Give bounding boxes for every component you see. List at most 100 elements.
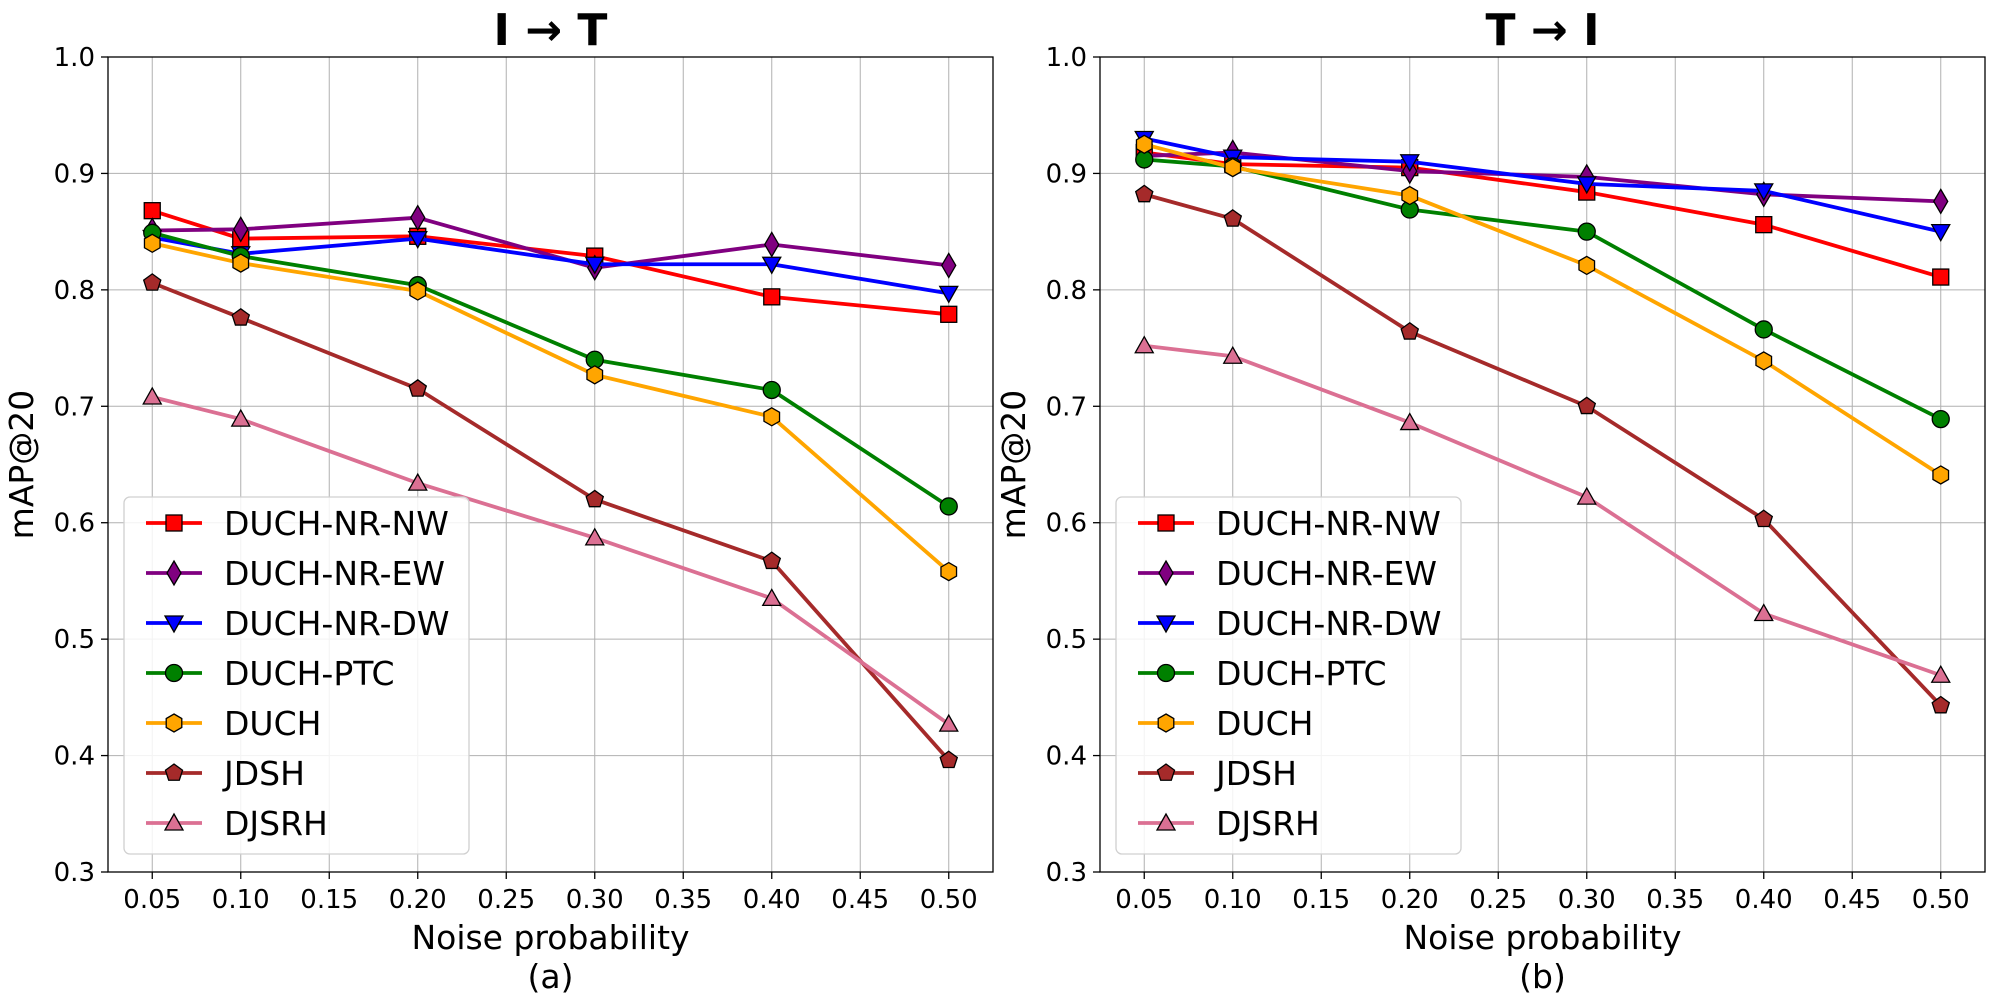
legend-marker <box>166 559 182 587</box>
data-point <box>143 202 161 220</box>
y-axis-label: mAP@20 <box>994 390 1033 540</box>
legend-item: DJSRH <box>146 804 328 843</box>
legend-item: DJSRH <box>1138 804 1320 843</box>
panel-caption: (b) <box>1519 957 1566 996</box>
legend-marker <box>165 514 183 532</box>
y-tick-label: 0.5 <box>1046 625 1087 655</box>
x-axis-label: Noise probability <box>1403 918 1681 957</box>
data-point <box>1930 223 1951 242</box>
series-line <box>1144 343 1942 678</box>
data-point <box>1400 321 1420 340</box>
x-tick-label: 0.30 <box>566 885 624 915</box>
legend-marker <box>1155 812 1177 831</box>
legend: DUCH-NR-NW DUCH-NR-EW DUCH-NR-DW DUCH-PTC DU… <box>123 496 470 855</box>
series-line <box>151 208 949 317</box>
legend-label: DUCH <box>224 704 321 743</box>
legend-box <box>1115 496 1462 855</box>
y-tick-label: 0.7 <box>54 392 95 422</box>
y-tick-label: 0.8 <box>54 276 95 306</box>
y-tick-label: 0.7 <box>1046 392 1087 422</box>
x-tick-label: 0.50 <box>1912 885 1970 915</box>
data-point <box>1223 209 1243 227</box>
legend-item: DUCH <box>1138 704 1313 743</box>
data-point <box>584 256 605 275</box>
x-tick-label: 0.10 <box>212 885 270 915</box>
legend-label: DUCH-PTC <box>224 654 395 693</box>
data-point <box>232 216 249 243</box>
data-point <box>585 489 605 508</box>
y-tick-label: 1.0 <box>1046 43 1087 73</box>
series-line <box>151 241 951 574</box>
y-tick-label: 0.6 <box>1046 509 1087 539</box>
data-point <box>940 252 957 279</box>
legend-label: DJSRH <box>224 804 328 843</box>
legend-label: DUCH <box>1216 704 1313 743</box>
x-tick-label: 0.45 <box>1823 885 1881 915</box>
legend-marker <box>164 763 184 781</box>
series-line <box>152 215 949 270</box>
legend-label: JDSH <box>1214 754 1297 793</box>
legend-item: DUCH-NR-DW <box>146 604 450 643</box>
x-tick-label: 0.45 <box>831 885 889 915</box>
y-tick-label: 0.9 <box>54 159 95 189</box>
data-point <box>1930 664 1951 683</box>
legend-marker <box>1156 663 1176 683</box>
legend-item: DUCH <box>146 704 321 743</box>
data-point <box>762 380 781 400</box>
x-tick-label: 0.25 <box>477 885 535 915</box>
series-jdsh <box>142 273 959 769</box>
y-tick-label: 0.4 <box>1046 742 1087 772</box>
series-duch-nr-nw <box>143 202 958 323</box>
y-tick-label: 0.8 <box>1046 276 1087 306</box>
legend-label: DUCH-NR-DW <box>224 604 450 643</box>
x-tick-label: 0.20 <box>1381 885 1439 915</box>
data-point <box>230 408 251 427</box>
plot-frame <box>107 56 994 873</box>
y-axis-label: mAP@20 <box>2 390 41 540</box>
data-point <box>231 307 251 326</box>
series-line <box>1143 142 1942 477</box>
x-tick-label: 0.40 <box>743 885 801 915</box>
series-duch <box>143 233 958 582</box>
legend-box <box>123 496 470 855</box>
legend-marker <box>163 615 185 634</box>
data-point <box>1134 335 1155 354</box>
legend-marker <box>1157 514 1175 532</box>
series-jdsh <box>1134 184 1951 714</box>
series-duch-nr-dw <box>1134 130 1951 242</box>
legend-marker <box>163 812 185 831</box>
data-point <box>143 233 161 254</box>
legend-item: JDSH <box>1138 754 1297 793</box>
legend-item: DUCH-NR-NW <box>146 504 449 543</box>
data-point <box>1399 154 1420 173</box>
data-point <box>1224 157 1242 178</box>
x-axis-label: Noise probability <box>411 918 689 957</box>
data-point <box>409 281 427 301</box>
data-point <box>1931 409 1950 429</box>
data-point <box>1754 509 1774 528</box>
series-line <box>151 230 950 508</box>
data-point <box>1401 185 1419 206</box>
legend-marker <box>164 663 184 683</box>
panel-caption: (a) <box>528 957 574 996</box>
data-point <box>586 365 604 385</box>
y-tick-label: 1.0 <box>54 43 95 73</box>
x-tick-label: 0.50 <box>920 885 978 915</box>
legend-label: DUCH-NR-DW <box>1216 604 1442 643</box>
data-point <box>408 379 428 397</box>
series-duch <box>1135 134 1950 485</box>
data-point <box>939 750 959 769</box>
legend-marker <box>1158 559 1174 587</box>
data-point <box>763 407 781 427</box>
data-point <box>1576 176 1597 195</box>
x-tick-label: 0.20 <box>389 885 447 915</box>
data-point <box>761 588 782 607</box>
legend-item: JDSH <box>146 754 305 793</box>
data-point <box>1135 134 1153 155</box>
x-tick-label: 0.15 <box>1292 885 1350 915</box>
data-point <box>1755 351 1773 371</box>
legend-label: DUCH-PTC <box>1216 654 1387 693</box>
legend-label: JDSH <box>222 754 305 793</box>
legend-item: DUCH-NR-NW <box>1138 504 1441 543</box>
